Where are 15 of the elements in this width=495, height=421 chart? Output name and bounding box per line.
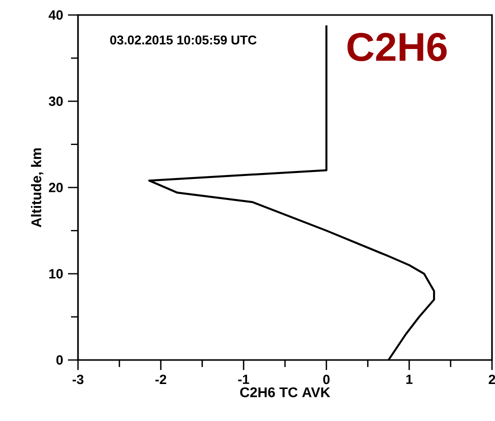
x-tick-label: -3 <box>72 374 84 384</box>
x-tick-label: -2 <box>155 374 166 384</box>
y-tick-label: 0 <box>56 355 63 365</box>
y-tick-label: 30 <box>48 96 63 106</box>
y-tick-label: 20 <box>48 182 63 192</box>
annotation: 03.02.2015 10:05:59 UTC <box>110 36 257 44</box>
chart-title: C2H6 <box>348 32 447 62</box>
x-axis-title: C2H6 TC AVK <box>240 387 330 398</box>
x-tick-label: 2 <box>488 374 495 384</box>
x-tick-label: 1 <box>406 374 413 384</box>
y-tick-label: 40 <box>48 10 63 20</box>
y-axis-title: Altitude, km <box>30 148 44 228</box>
x-tick-label: -1 <box>238 374 250 384</box>
x-tick-label: 0 <box>323 374 330 384</box>
y-tick-label: 10 <box>49 269 63 278</box>
